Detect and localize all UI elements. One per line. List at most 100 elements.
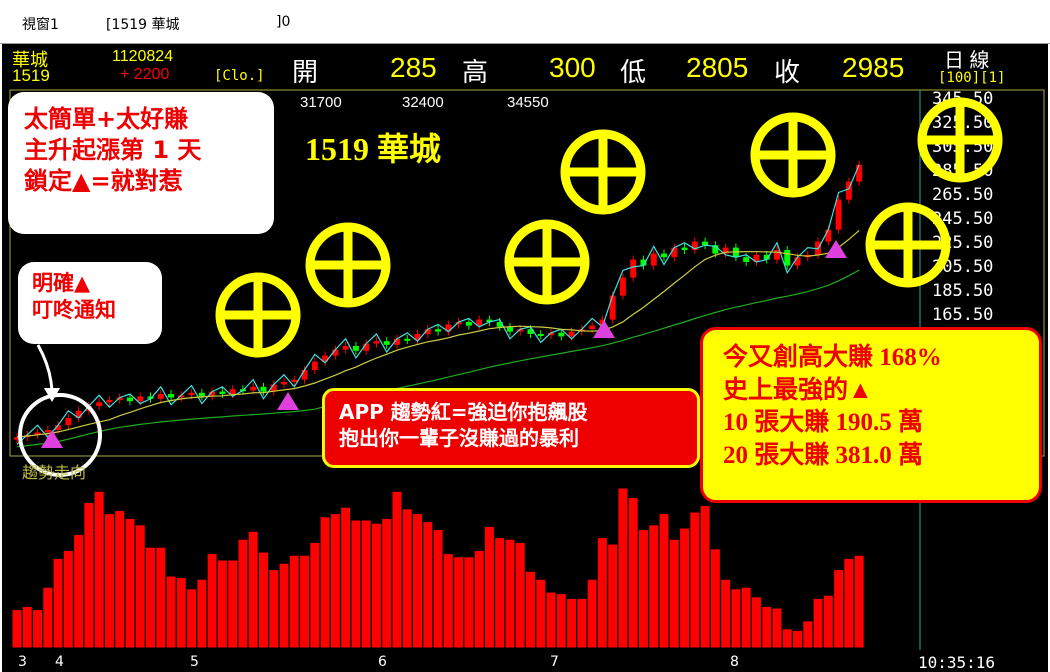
volume-bar — [370, 522, 382, 649]
volume-bar — [155, 546, 167, 649]
promo-line: 主升起漲第 1 天 — [24, 136, 202, 165]
candle — [393, 338, 400, 345]
volume-bar — [473, 549, 485, 649]
params[interactable]: [100][1] — [938, 70, 1006, 86]
volume-bar — [648, 524, 660, 649]
volume-bar — [812, 597, 824, 649]
candle — [322, 355, 329, 362]
volume-bar — [699, 505, 711, 649]
x-tick-label: 8 — [730, 654, 739, 670]
volume-bar — [422, 521, 434, 649]
volume-bar — [535, 578, 547, 649]
volume-bar — [730, 588, 742, 649]
profit-line: 今又創高大賺 168% — [723, 344, 942, 371]
low-label: 低 — [620, 57, 647, 87]
y-tick-label: 185.50 — [932, 281, 993, 301]
volume-bar — [833, 569, 845, 649]
mode[interactable]: [Clo.] — [214, 68, 265, 84]
candle — [55, 425, 62, 430]
volume-bar — [586, 578, 598, 649]
buy-signal-triangle-icon — [825, 240, 847, 258]
notify-line: 明確▲ — [32, 271, 91, 295]
buy-signal-triangle-icon — [41, 430, 63, 448]
volume-bar — [319, 516, 331, 649]
volume-bar — [802, 620, 814, 649]
candle — [311, 361, 318, 370]
volume-bar — [442, 553, 454, 649]
volume-bar — [268, 569, 280, 649]
price-label-2: 32400 — [402, 94, 444, 111]
y-tick-label: 245.50 — [932, 209, 993, 229]
volume-bar — [391, 490, 403, 649]
candle — [147, 396, 154, 399]
volume-bar — [771, 607, 783, 649]
candle — [342, 346, 349, 350]
x-tick-label: 6 — [378, 654, 387, 670]
candle — [198, 392, 205, 397]
volume-bar — [761, 605, 773, 649]
volume-bar — [299, 554, 311, 649]
open-label: 開 — [292, 57, 319, 87]
price-label-1: 31700 — [300, 94, 342, 111]
low-value: 2805 — [686, 52, 749, 83]
candle — [763, 254, 770, 260]
volume-bar — [792, 629, 804, 649]
volume-bar — [124, 517, 136, 649]
volume-bar — [83, 501, 95, 649]
volume-bar — [781, 628, 793, 649]
volume-bar — [412, 513, 424, 649]
candle — [116, 397, 123, 400]
candle — [753, 254, 760, 262]
volume-bar — [545, 591, 557, 649]
candle — [506, 326, 513, 332]
stock-name: 華城 — [12, 50, 48, 70]
volume-bar — [21, 605, 33, 649]
price-line — [16, 164, 860, 445]
x-tick-label: 7 — [550, 654, 559, 670]
candle — [383, 341, 390, 345]
open-value: 285 — [390, 52, 437, 83]
date: 1120824 — [112, 48, 174, 65]
period-label[interactable]: 日 線 — [944, 50, 990, 72]
volume-bar — [596, 537, 608, 649]
y-tick-label: 165.50 — [932, 305, 993, 325]
volume-bar — [196, 578, 208, 649]
symbol-field[interactable]: [1519 華城 — [106, 17, 180, 33]
volume-bar — [617, 487, 629, 649]
candle — [404, 338, 411, 341]
candle — [702, 241, 709, 246]
volume-bar — [227, 559, 239, 649]
high-value: 300 — [549, 52, 596, 83]
volume-bar — [668, 538, 680, 649]
volume-bar — [145, 546, 157, 649]
volume-bar — [463, 556, 475, 649]
volume-bar — [32, 609, 44, 649]
candle — [373, 341, 380, 344]
candle — [794, 257, 801, 266]
volume-bar — [257, 551, 269, 649]
volume-bar — [822, 594, 834, 649]
volume-bar — [658, 513, 670, 649]
candle — [435, 329, 442, 332]
candle — [835, 199, 842, 230]
volume-bar — [165, 575, 177, 649]
volume-bar — [401, 508, 413, 649]
promo-line: 太簡單+太好賺 — [24, 105, 189, 133]
app-box: APP 趨勢紅=強迫你抱飆股 抱出你一輩子沒賺過的暴利 — [322, 388, 700, 468]
candle — [619, 277, 626, 296]
candle — [609, 295, 616, 320]
candle — [352, 346, 359, 351]
volume-bar — [576, 597, 588, 649]
volume-bar — [720, 578, 732, 649]
volume-bar — [525, 570, 536, 649]
candle — [188, 392, 195, 396]
candle — [465, 322, 472, 326]
candle — [568, 331, 575, 337]
candle — [445, 324, 452, 332]
promo-box: 太簡單+太好賺 主升起漲第 1 天 鎖定▲=就對惹 — [8, 92, 274, 234]
volume-panel-label: 趨勢走向 — [22, 463, 86, 482]
candle — [671, 247, 678, 258]
candle — [44, 430, 51, 433]
candle — [537, 334, 544, 336]
